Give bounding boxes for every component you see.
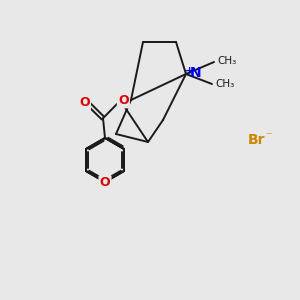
Text: N: N	[190, 66, 202, 80]
Text: +: +	[184, 66, 194, 76]
Text: O: O	[118, 94, 129, 107]
Text: O: O	[100, 176, 110, 190]
Text: CH₃: CH₃	[217, 56, 236, 66]
Text: O: O	[79, 96, 90, 109]
Text: CH₃: CH₃	[215, 79, 234, 89]
Text: Br: Br	[248, 133, 266, 147]
Text: ⁻: ⁻	[265, 130, 272, 143]
